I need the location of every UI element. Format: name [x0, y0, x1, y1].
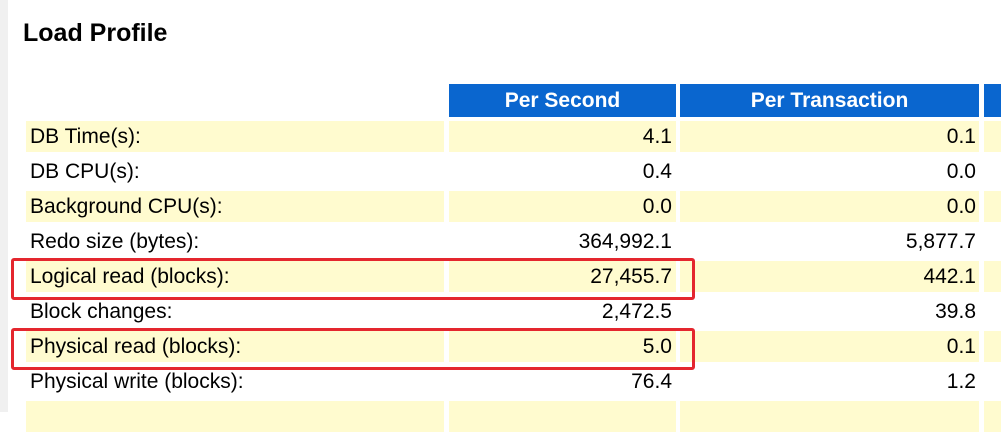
- column-header-truncated: [984, 84, 1001, 117]
- table-row: Redo size (bytes): 364,992.1 5,877.7: [0, 224, 1001, 257]
- row-label: Physical read (blocks):: [26, 331, 444, 362]
- table-row: [0, 399, 1001, 432]
- table-row: DB Time(s): 4.1 0.1: [0, 119, 1001, 152]
- cell-truncated-column: [984, 156, 1001, 187]
- cell-truncated-column: [984, 366, 1001, 397]
- section-title: Load Profile: [23, 19, 168, 47]
- cell-truncated-column: [984, 401, 1001, 432]
- cell-per-second: 4.1: [449, 121, 676, 152]
- table-row: DB CPU(s): 0.4 0.0: [0, 154, 1001, 187]
- cell-per-second: 0.4: [642, 159, 672, 183]
- table-row: Physical write (blocks): 76.4 1.2: [0, 364, 1001, 397]
- row-label: Redo size (bytes):: [30, 229, 200, 253]
- row-label: Background CPU(s):: [26, 191, 444, 222]
- cell-per-transaction: 39.8: [935, 299, 976, 323]
- cell-per-second: [449, 401, 676, 432]
- cell-per-second: 76.4: [631, 369, 672, 393]
- table-row: Block changes: 2,472.5 39.8: [0, 294, 1001, 327]
- cell-per-second: 364,992.1: [578, 229, 672, 253]
- cell-truncated-column: [984, 121, 1001, 152]
- cell-per-second: 2,472.5: [601, 299, 672, 323]
- row-label: Logical read (blocks):: [26, 261, 444, 292]
- cell-per-transaction: 0.1: [680, 331, 979, 362]
- cell-per-transaction: 5,877.7: [905, 229, 976, 253]
- row-label: DB CPU(s):: [30, 159, 140, 183]
- cell-truncated-column: [984, 261, 1001, 292]
- row-label: Physical write (blocks):: [30, 369, 244, 393]
- cell-per-transaction: 1.2: [946, 369, 976, 393]
- row-label: DB Time(s):: [26, 121, 444, 152]
- cell-per-second: 27,455.7: [449, 261, 676, 292]
- cell-per-transaction: 0.0: [946, 159, 976, 183]
- cell-per-transaction: 0.0: [680, 191, 979, 222]
- cell-per-transaction: 0.1: [680, 121, 979, 152]
- cell-per-second: 5.0: [449, 331, 676, 362]
- column-header-per-second: Per Second: [449, 84, 676, 117]
- table-row: Physical read (blocks): 5.0 0.1: [0, 329, 1001, 362]
- cell-truncated-column: [984, 296, 1001, 327]
- cell-truncated-column: [984, 331, 1001, 362]
- page-left-border: [0, 0, 8, 412]
- cell-truncated-column: [984, 191, 1001, 222]
- cell-truncated-column: [984, 226, 1001, 257]
- row-label: [26, 401, 444, 432]
- cell-per-second: 0.0: [449, 191, 676, 222]
- row-label: Block changes:: [30, 299, 173, 323]
- table-row: Background CPU(s): 0.0 0.0: [0, 189, 1001, 222]
- column-header-per-transaction: Per Transaction: [680, 84, 979, 117]
- cell-per-transaction: 442.1: [680, 261, 979, 292]
- cell-per-transaction: [680, 401, 979, 432]
- table-row: Logical read (blocks): 27,455.7 442.1: [0, 259, 1001, 292]
